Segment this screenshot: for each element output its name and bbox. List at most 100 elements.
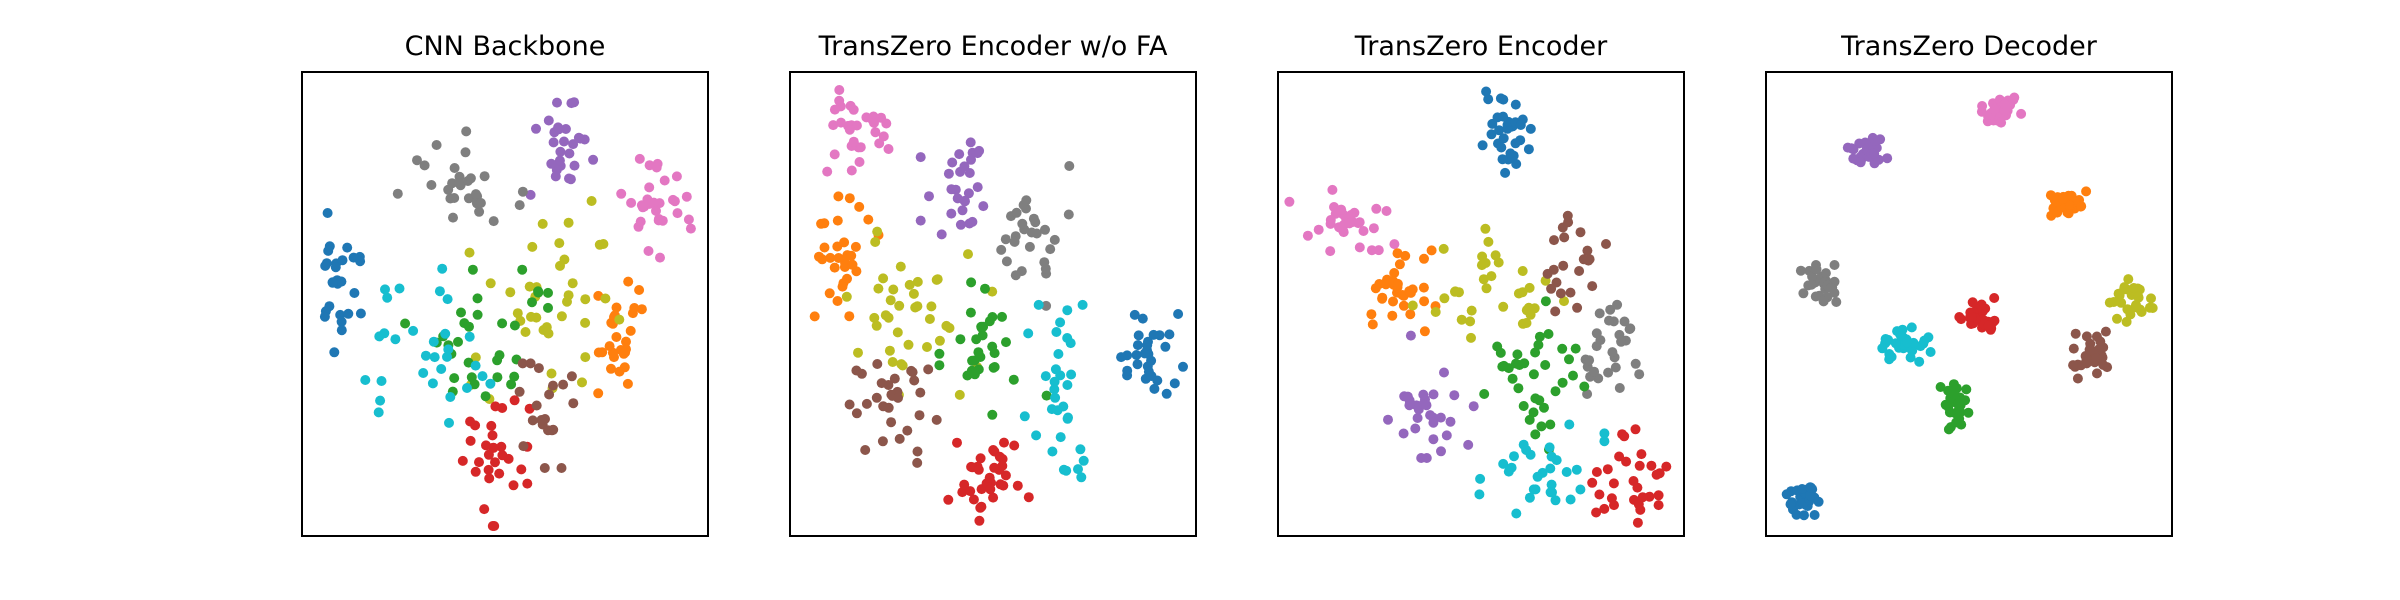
scatter-point-brown bbox=[547, 425, 557, 436]
scatter-point-green bbox=[1528, 369, 1539, 380]
scatter-point-gray bbox=[474, 206, 485, 217]
scatter-point-green bbox=[1943, 424, 1954, 435]
scatter-point-red bbox=[959, 479, 970, 490]
scatter-point-orange bbox=[844, 193, 855, 204]
scatter-point-cyan bbox=[1544, 442, 1555, 453]
scatter-point-pink bbox=[1368, 223, 1379, 234]
scatter-point-brown bbox=[531, 400, 542, 411]
scatter-point-gray bbox=[1820, 268, 1831, 279]
scatter-point-cyan bbox=[1877, 343, 1888, 354]
scatter-point-blue bbox=[1164, 329, 1175, 340]
scatter-point-gray bbox=[412, 155, 422, 166]
scatter-point-brown bbox=[2098, 360, 2109, 370]
scatter-point-red bbox=[974, 515, 985, 526]
scatter-point-olive bbox=[1430, 307, 1441, 317]
scatter-point-cyan bbox=[1474, 489, 1485, 500]
scatter-point-blue bbox=[336, 325, 347, 336]
scatter-point-green bbox=[472, 309, 483, 320]
scatter-point-pink bbox=[635, 216, 646, 227]
scatter-point-cyan bbox=[1511, 508, 1522, 519]
scatter-point-orange bbox=[832, 296, 843, 306]
scatter-point-red bbox=[997, 460, 1008, 471]
plot-frame bbox=[301, 71, 709, 537]
scatter-point-purple bbox=[1869, 148, 1880, 159]
scatter-point-brown bbox=[844, 399, 855, 410]
scatter-point-purple bbox=[552, 97, 562, 108]
scatter-point-pink bbox=[1325, 246, 1336, 257]
scatter-point-green bbox=[400, 318, 411, 329]
scatter-point-cyan bbox=[1521, 444, 1532, 455]
scatter-point-orange bbox=[2081, 186, 2092, 197]
scatter-point-cyan bbox=[477, 371, 488, 382]
scatter-point-red bbox=[1602, 464, 1613, 475]
scatter-point-blue bbox=[1785, 499, 1796, 510]
scatter-point-gray bbox=[1829, 260, 1840, 270]
scatter-point-cyan bbox=[1565, 494, 1576, 505]
scatter-point-olive bbox=[470, 352, 481, 363]
scatter-point-cyan bbox=[1906, 322, 1917, 333]
scatter-point-cyan bbox=[1545, 463, 1556, 474]
scatter-point-olive bbox=[1439, 293, 1450, 304]
scatter-point-red bbox=[483, 464, 494, 475]
scatter-point-gray bbox=[1616, 336, 1627, 347]
scatter-point-green bbox=[1510, 358, 1521, 369]
scatter-point-orange bbox=[1392, 278, 1403, 289]
scatter-point-olive bbox=[2116, 297, 2127, 308]
scatter-point-cyan bbox=[1078, 455, 1089, 466]
scatter-point-brown bbox=[2068, 360, 2079, 371]
scatter-point-brown bbox=[1548, 264, 1559, 275]
scatter-point-orange bbox=[1367, 319, 1378, 330]
scatter-point-cyan bbox=[1023, 328, 1034, 339]
scatter-point-purple bbox=[546, 158, 557, 169]
scatter-point-green bbox=[987, 312, 998, 322]
panel-title: TransZero Encoder bbox=[1354, 31, 1608, 62]
scatter-point-cyan bbox=[1475, 473, 1486, 484]
scatter-point-brown bbox=[2091, 353, 2102, 364]
scatter-point-blue bbox=[319, 311, 330, 322]
scatter-point-cyan bbox=[1033, 299, 1044, 310]
scatter-point-orange bbox=[850, 241, 861, 252]
scatter-point-green bbox=[1518, 401, 1529, 411]
scatter-point-green bbox=[464, 321, 474, 332]
scatter-point-purple bbox=[963, 188, 974, 199]
scatter-point-green bbox=[966, 277, 977, 288]
scatter-point-orange bbox=[1426, 245, 1437, 256]
scatter-point-orange bbox=[825, 252, 836, 263]
scatter-point-orange bbox=[833, 253, 844, 263]
scatter-point-gray bbox=[443, 184, 454, 195]
scatter-point-blue bbox=[1511, 159, 1522, 169]
scatter-point-pink bbox=[2016, 108, 2027, 119]
scatter-point-gray bbox=[1064, 161, 1075, 171]
scatter-point-olive bbox=[926, 301, 937, 312]
scatter-point-olive bbox=[1559, 296, 1569, 307]
scatter-point-brown bbox=[1555, 288, 1566, 299]
scatter-point-blue bbox=[1498, 111, 1509, 122]
scatter-point-cyan bbox=[485, 378, 496, 389]
scatter-point-red bbox=[1653, 490, 1664, 501]
scatter-point-blue bbox=[1161, 388, 1172, 399]
scatter-point-pink bbox=[870, 127, 881, 138]
scatter-point-orange bbox=[837, 281, 848, 292]
scatter-point-gray bbox=[475, 198, 486, 208]
scatter-point-blue bbox=[1160, 341, 1171, 352]
scatter-point-orange bbox=[1400, 250, 1411, 261]
scatter-point-green bbox=[1579, 381, 1590, 392]
scatter-point-green bbox=[1568, 370, 1578, 381]
scatter-point-olive bbox=[2121, 316, 2132, 327]
scatter-point-pink bbox=[669, 196, 680, 207]
scatter-point-red bbox=[494, 468, 505, 479]
scatter-point-orange bbox=[844, 311, 855, 322]
scatter-point-pink bbox=[1354, 242, 1365, 253]
scatter-point-red bbox=[465, 435, 476, 446]
scatter-point-gray bbox=[1610, 362, 1621, 373]
scatter-point-gray bbox=[1625, 323, 1636, 334]
scatter-point-gray bbox=[1595, 335, 1606, 346]
scatter-point-cyan bbox=[380, 284, 390, 295]
scatter-point-orange bbox=[1418, 282, 1429, 293]
scatter-point-gray bbox=[1063, 209, 1074, 220]
scatter-point-pink bbox=[874, 138, 885, 149]
scatter-point-gray bbox=[1021, 203, 1031, 214]
scatter-point-purple bbox=[972, 182, 983, 193]
scatter-point-cyan bbox=[1599, 436, 1610, 447]
scatter-point-purple bbox=[1463, 439, 1474, 450]
